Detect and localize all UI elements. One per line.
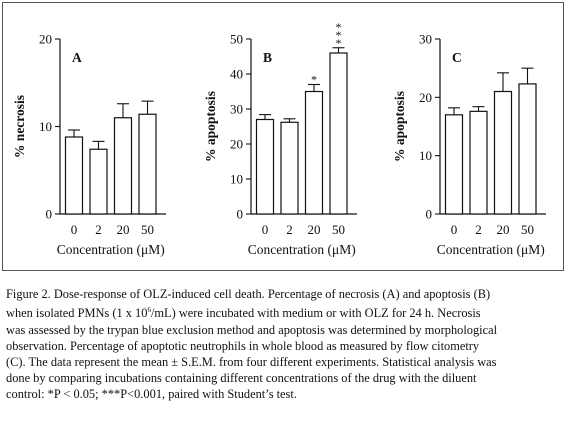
panel-c-y-tick-label: 0	[426, 207, 433, 222]
panel-a-x-tick-label: 20	[117, 222, 130, 237]
panel-c-y-tick-label: 20	[419, 90, 432, 105]
panel-a-x-tick-label: 2	[95, 222, 102, 237]
panel-c-letter: C	[452, 50, 462, 65]
panel-b-y-tick-label: 20	[230, 137, 243, 152]
significance-star: *	[336, 20, 342, 34]
panel-b-bar	[255, 118, 275, 215]
significance-star: *	[311, 73, 317, 87]
panel-b-y-tick-label: 10	[230, 172, 243, 187]
significance-star: *	[336, 36, 342, 50]
caption-line-2-sup: 6	[147, 306, 151, 315]
panel-b-y-tick-label: 40	[230, 67, 243, 82]
panel-b-x-tick-label: 2	[286, 222, 293, 237]
caption-line-1: Figure 2. Dose-response of OLZ-induced c…	[6, 287, 491, 301]
panel-c-x-tick-label: 0	[451, 222, 458, 237]
panel-a-x-axis-label: Concentration (μM)	[57, 242, 165, 257]
panel-c-x-tick-label: 2	[475, 222, 482, 237]
caption-line-5: (C). The data represent the mean ± S.E.M…	[6, 354, 497, 369]
caption-line-2-pre: when isolated PMNs (1 x 10	[6, 306, 148, 321]
figure-frame: 0 10 20% necrosis A 0 2 20 50 Concentration (μM)…	[2, 2, 564, 271]
panel-a-y-tick-label: 20	[39, 32, 52, 47]
panel-a-letter: A	[72, 50, 82, 65]
panel-c-x-tick-label: 50	[521, 222, 534, 237]
panel-b-x-tick-label: 0	[262, 222, 269, 237]
panel-b-significance-marker: *	[311, 73, 317, 87]
panel-c-x-tick-label: 20	[497, 222, 510, 237]
caption-line-4: observation. Percentage of apoptotic neu…	[6, 338, 480, 353]
panel-b-y-tick-label: 30	[230, 102, 243, 117]
caption-line-6: done by comparing incubations containing…	[6, 371, 477, 386]
panel-b-y-axis-label: % apoptosis	[203, 91, 218, 162]
caption-line-2: when isolated PMNs (1 x 106/mL) were inc…	[6, 302, 562, 321]
panel-a-bar	[64, 136, 84, 215]
panel-b-x-tick-label: 20	[308, 222, 321, 237]
panel-b-letter: B	[263, 50, 272, 65]
panel-b-x-axis-label: Concentration (μM)	[248, 242, 356, 257]
panel-a-bar	[138, 113, 157, 215]
panel-b-y-tick-label: 50	[230, 32, 243, 47]
significance-star: *	[336, 28, 342, 42]
panel-b-bar	[304, 90, 324, 215]
figure-caption: Figure 2. Dose-response of OLZ-induced c…	[6, 286, 562, 403]
panel-a-x-tick-label: 0	[71, 222, 78, 237]
panel-a-bar	[89, 148, 108, 215]
panel-a-bar	[113, 117, 133, 215]
caption-line-3: was assessed by the trypan blue exclusio…	[6, 322, 498, 337]
panel-c-x-axis-label: Concentration (μM)	[437, 242, 545, 257]
panel-a-x-tick-label: 50	[141, 222, 154, 237]
panel-b-y-tick-label: 0	[237, 207, 244, 222]
panel-c-bar	[469, 110, 488, 215]
panel-c-y-tick-label: 30	[419, 32, 432, 47]
caption-line-7: control: *P < 0.05; ***P<0.001, paired w…	[6, 387, 297, 402]
panel-c-bar	[518, 83, 537, 215]
panel-b-significance-marker: * * *	[336, 20, 342, 50]
panel-b-x-tick-label: 50	[332, 222, 345, 237]
panel-b-bar	[280, 121, 299, 215]
panel-a-y-tick-label: 0	[46, 207, 53, 222]
panel-a-y-axis-label: % necrosis	[12, 95, 27, 158]
panel-c-y-tick-label: 10	[419, 148, 432, 163]
panel-a-y-tick-label: 10	[39, 119, 52, 134]
panel-c-bar	[444, 114, 464, 215]
caption-line-2-post: /mL) were incubated with medium or with …	[150, 306, 481, 321]
panel-c-bar	[493, 90, 513, 215]
panel-c-y-axis-label: % apoptosis	[392, 91, 407, 162]
panel-b-bar	[329, 52, 348, 215]
